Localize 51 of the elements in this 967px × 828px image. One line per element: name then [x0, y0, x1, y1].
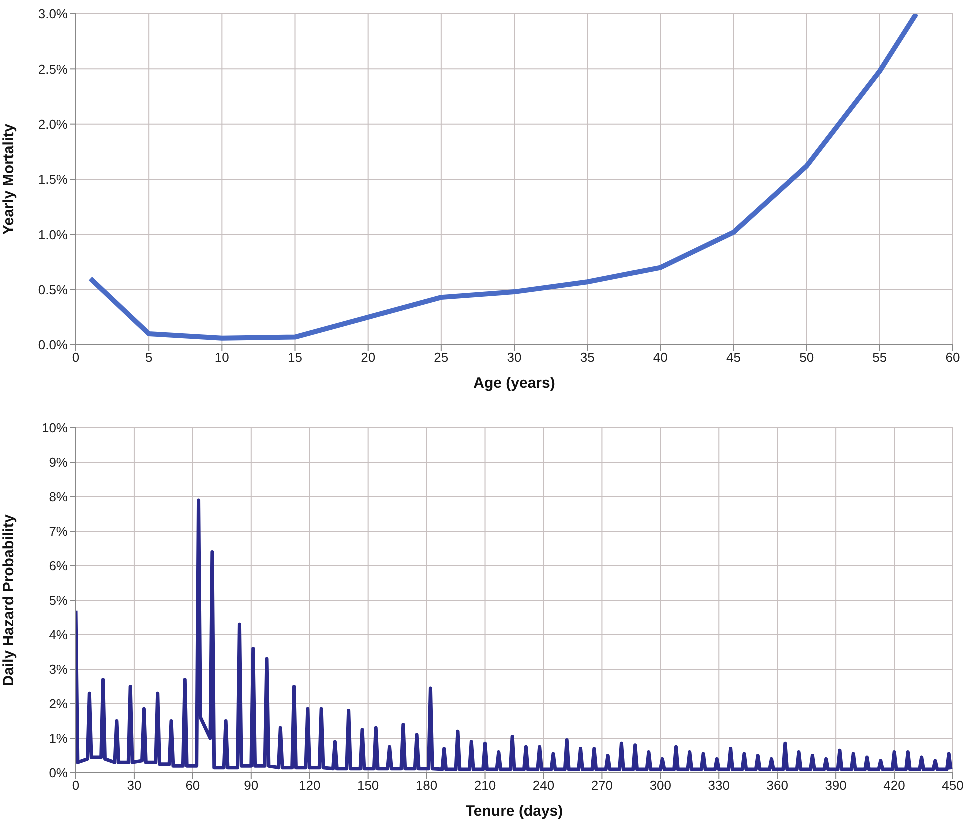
x-tick-label: 420 — [884, 778, 906, 794]
x-axis-title: Age (years) — [474, 375, 556, 392]
x-tick-label: 0 — [72, 350, 80, 366]
y-tick-label: 3% — [49, 662, 68, 678]
x-tick-label: 450 — [942, 778, 964, 794]
x-tick-label: 35 — [580, 350, 595, 366]
y-tick-label: 10% — [42, 420, 68, 436]
y-tick-label: 7% — [49, 524, 68, 540]
y-axis-title: Yearly Mortality — [0, 123, 18, 235]
x-tick-label: 330 — [708, 778, 730, 794]
x-tick-label: 25 — [434, 350, 449, 366]
y-tick-label: 1.0% — [38, 227, 68, 242]
x-tick-label: 0 — [72, 778, 80, 794]
y-tick-label: 0.0% — [38, 338, 68, 353]
x-tick-label: 55 — [872, 350, 888, 366]
x-tick-label: 210 — [474, 778, 496, 794]
y-tick-label: 4% — [49, 628, 68, 643]
y-tick-label: 5% — [49, 593, 68, 608]
y-tick-label: 2.0% — [38, 116, 68, 132]
x-tick-label: 60 — [186, 778, 200, 794]
y-tick-label: 2% — [49, 696, 68, 712]
y-tick-label: 0.5% — [38, 282, 68, 298]
x-tick-label: 60 — [946, 350, 960, 366]
x-tick-label: 120 — [299, 778, 321, 794]
y-tick-label: 8% — [49, 490, 68, 505]
x-tick-label: 30 — [127, 778, 142, 794]
x-tick-label: 50 — [800, 350, 814, 366]
y-tick-label: 9% — [49, 455, 68, 470]
y-axis-title: Daily Hazard Probability — [0, 514, 18, 686]
x-tick-label: 5 — [145, 350, 153, 366]
x-tick-label: 10 — [214, 350, 230, 366]
y-tick-label: 1.5% — [38, 172, 68, 188]
x-tick-label: 390 — [825, 778, 847, 794]
y-tick-label: 1% — [49, 731, 68, 746]
x-tick-label: 45 — [726, 350, 741, 366]
x-axis-title: Tenure (days) — [466, 803, 564, 820]
x-tick-label: 300 — [650, 778, 672, 794]
y-tick-label: 0% — [49, 766, 68, 781]
x-tick-label: 20 — [361, 350, 376, 366]
x-tick-label: 150 — [357, 778, 380, 794]
x-tick-label: 180 — [416, 778, 438, 794]
x-tick-label: 270 — [591, 778, 614, 794]
y-tick-label: 3.0% — [38, 6, 68, 22]
y-tick-label: 2.5% — [38, 62, 68, 77]
y-tick-label: 6% — [49, 558, 68, 574]
x-tick-label: 240 — [532, 778, 555, 794]
x-tick-label: 40 — [653, 350, 668, 366]
x-tick-label: 360 — [766, 778, 788, 794]
x-tick-label: 15 — [288, 350, 302, 366]
x-tick-label: 90 — [244, 778, 259, 794]
x-tick-label: 30 — [507, 350, 522, 366]
